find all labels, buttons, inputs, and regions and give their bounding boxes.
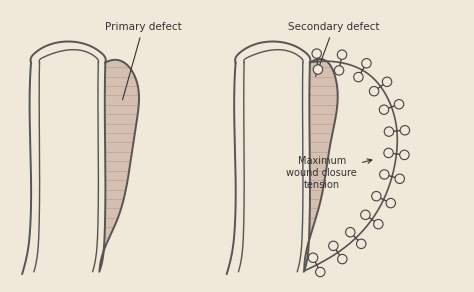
Circle shape [379,105,389,114]
Circle shape [362,59,371,68]
Circle shape [384,127,393,136]
Polygon shape [304,59,338,271]
Circle shape [386,198,395,208]
Text: Secondary defect: Secondary defect [288,22,379,77]
Circle shape [337,254,347,264]
Circle shape [313,65,323,74]
Text: Primary defect: Primary defect [105,22,182,100]
Circle shape [337,50,347,59]
Circle shape [309,253,318,263]
Circle shape [346,227,355,237]
Circle shape [369,86,379,96]
Circle shape [354,72,363,82]
Circle shape [383,77,392,86]
Circle shape [312,49,321,58]
Circle shape [395,174,404,183]
Polygon shape [99,60,139,270]
Circle shape [384,148,393,158]
Circle shape [361,210,370,220]
Circle shape [372,192,381,201]
Circle shape [356,239,366,248]
Text: Maximum
wound closure
tension: Maximum wound closure tension [286,157,372,190]
Circle shape [328,241,338,251]
Circle shape [334,66,344,75]
Circle shape [394,100,404,109]
Circle shape [374,220,383,229]
Circle shape [316,267,325,277]
Circle shape [380,170,389,179]
Circle shape [400,126,410,135]
Circle shape [400,150,409,160]
